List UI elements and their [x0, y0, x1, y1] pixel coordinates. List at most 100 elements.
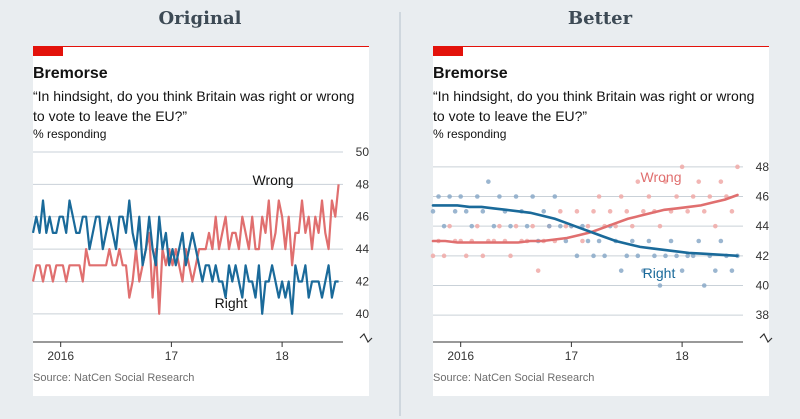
better-chart-panel: Bremorse “In hindsight, do you think Bri…	[430, 46, 773, 396]
data-point-right	[624, 253, 630, 259]
x-tick-label: 17	[565, 349, 579, 363]
y-tick-label: 42	[756, 249, 770, 263]
data-point-right	[458, 194, 463, 199]
unit-label: % responding	[33, 127, 107, 141]
data-point-wrong	[580, 238, 585, 244]
data-point-right	[486, 179, 491, 184]
y-tick-label: 40	[356, 307, 370, 321]
data-point-wrong	[558, 209, 563, 214]
data-point-right	[685, 253, 690, 259]
source-note: Source: NatCen Social Research	[33, 372, 195, 384]
data-point-wrong	[596, 194, 602, 199]
data-point-right	[629, 238, 635, 244]
data-point-wrong	[624, 209, 630, 214]
accent-tag	[33, 46, 63, 56]
x-tick-label: 17	[165, 349, 179, 363]
data-point-wrong	[430, 253, 436, 259]
data-point-right	[563, 238, 569, 244]
data-point-wrong	[657, 223, 663, 229]
data-point-right	[591, 253, 596, 259]
data-point-right	[690, 253, 696, 259]
data-point-right	[657, 283, 663, 288]
data-point-wrong	[618, 194, 624, 199]
x-tick-label: 18	[675, 349, 689, 363]
y-tick-label: 40	[756, 279, 770, 293]
data-point-wrong	[701, 209, 707, 214]
original-chart-panel: Bremorse “In hindsight, do you think Bri…	[31, 46, 373, 396]
accent-rule	[433, 46, 769, 47]
y-tick-label: 42	[356, 274, 370, 288]
data-point-right	[552, 194, 558, 199]
data-point-wrong	[513, 223, 519, 229]
data-point-right	[674, 253, 679, 259]
data-point-wrong	[685, 209, 690, 214]
data-point-wrong	[447, 223, 452, 229]
data-point-right	[546, 223, 552, 229]
data-point-right	[646, 238, 652, 244]
data-point-wrong	[635, 179, 641, 184]
series-line-wrong	[31, 184, 340, 315]
source-note: Source: NatCen Social Research	[433, 372, 595, 384]
data-point-right	[541, 209, 547, 214]
better-scatter-chart: 38 40 42 44 46 48 2016 17 18 Wrong Right	[430, 160, 773, 363]
data-point-wrong	[530, 223, 535, 229]
series-line-right	[31, 199, 339, 315]
y-tick-label: 48	[356, 177, 370, 191]
data-point-right	[524, 223, 530, 229]
accent-tag	[433, 46, 463, 56]
original-line-chart: 40 42 44 46 48 50 2016 17 18 Wrong Right	[31, 145, 373, 363]
data-point-right	[701, 283, 707, 288]
data-point-wrong	[641, 209, 646, 214]
data-point-right	[463, 209, 469, 214]
data-point-right	[497, 194, 502, 199]
series-label-wrong: Wrong	[253, 172, 294, 188]
data-point-wrong	[535, 268, 541, 273]
panel-divider	[399, 12, 401, 416]
data-point-wrong	[663, 179, 668, 184]
data-point-right	[513, 194, 519, 199]
series-label-right: Right	[215, 295, 248, 311]
axis-break-icon	[759, 332, 773, 344]
chart-subtitle: “In hindsight, do you think Britain was …	[433, 88, 755, 124]
data-point-wrong	[463, 253, 469, 259]
y-tick-label: 46	[356, 210, 370, 224]
better-heading: Better	[567, 8, 633, 29]
data-point-wrong	[508, 253, 513, 259]
data-point-right	[718, 238, 724, 244]
data-point-wrong	[585, 223, 591, 229]
data-point-right	[668, 238, 674, 244]
data-point-right	[491, 223, 497, 229]
series-label-wrong: Wrong	[641, 169, 682, 185]
data-point-wrong	[480, 253, 486, 259]
data-point-right	[452, 209, 458, 214]
data-point-wrong	[607, 209, 613, 214]
data-point-right	[508, 223, 513, 229]
data-point-right	[430, 209, 436, 214]
y-tick-label: 44	[756, 219, 770, 233]
data-point-right	[602, 253, 607, 259]
data-point-wrong	[474, 223, 480, 229]
data-point-right	[574, 253, 580, 259]
data-point-right	[596, 238, 602, 244]
data-point-wrong	[679, 164, 685, 170]
data-point-wrong	[735, 164, 740, 170]
data-point-right	[558, 223, 563, 229]
y-tick-label: 38	[756, 308, 770, 322]
axis-break-icon	[359, 332, 373, 344]
data-point-wrong	[718, 179, 724, 184]
unit-label: % responding	[433, 127, 507, 141]
data-point-right	[713, 268, 718, 273]
y-tick-label: 46	[756, 190, 770, 204]
x-tick-label: 2016	[47, 349, 74, 363]
data-point-right	[474, 194, 480, 199]
chart-title: Bremorse	[433, 65, 508, 82]
data-point-right	[635, 253, 641, 259]
data-point-wrong	[563, 223, 569, 229]
data-point-right	[652, 253, 657, 259]
x-tick-label: 18	[275, 349, 289, 363]
data-point-wrong	[591, 209, 596, 214]
y-tick-label: 48	[756, 160, 770, 174]
trend-line-wrong	[431, 193, 739, 244]
data-point-right	[618, 268, 624, 273]
data-point-wrong	[674, 194, 679, 199]
